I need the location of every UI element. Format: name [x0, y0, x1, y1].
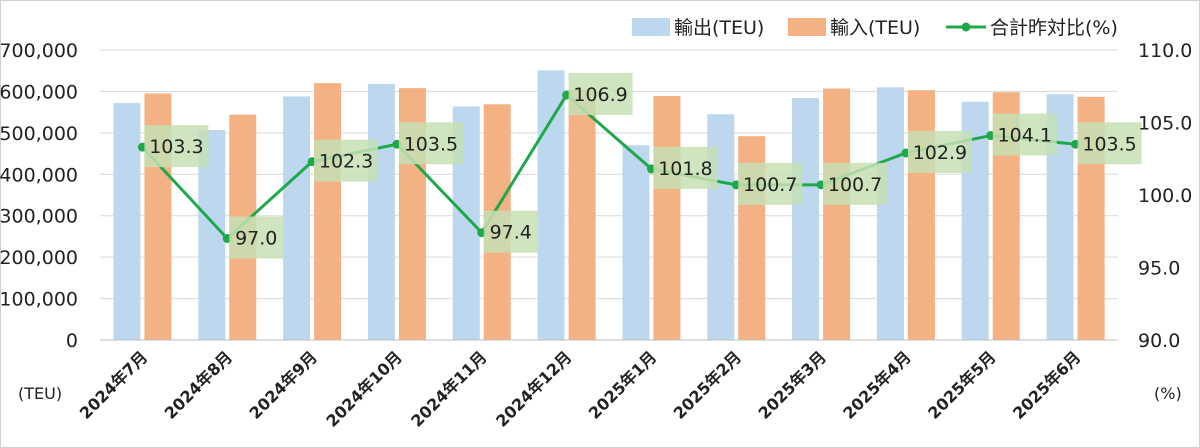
data-label-box — [907, 130, 972, 173]
export-bar — [622, 145, 650, 340]
data-label-box — [314, 139, 379, 182]
y-right-tick-label: 95.0 — [1138, 258, 1180, 280]
y-left-tick-label: 600,000 — [0, 81, 78, 103]
y-left-tick-label: 400,000 — [0, 164, 78, 186]
data-label: 97.0 — [235, 228, 277, 250]
y-left-tick-label: 700,000 — [0, 40, 78, 62]
data-label: 106.9 — [573, 84, 627, 106]
export-bar — [367, 83, 395, 340]
legend: 輸出(TEU) 輸入(TEU) 合計昨対比(%) — [632, 17, 1118, 39]
y-left-tick-label: 300,000 — [0, 206, 78, 228]
y-left-tick-label: 200,000 — [0, 247, 78, 269]
data-label: 102.3 — [319, 151, 373, 173]
import-bar — [568, 89, 596, 341]
export-bar — [792, 98, 820, 340]
data-label: 103.3 — [149, 136, 203, 158]
data-label-box — [823, 162, 888, 205]
data-label: 100.7 — [828, 174, 882, 196]
legend-label-import: 輸入(TEU) — [830, 17, 920, 39]
legend-label-ratio: 合計昨対比(%) — [990, 17, 1118, 39]
data-label: 100.7 — [743, 174, 797, 196]
data-label-box — [738, 162, 803, 205]
y-right-tick-label: 100.0 — [1138, 185, 1192, 207]
y-left-unit-label: (TEU) — [18, 384, 62, 403]
export-bar — [113, 103, 141, 341]
export-bar — [283, 96, 311, 341]
data-label-box — [483, 210, 538, 253]
y-right-unit-label: (%) — [1154, 384, 1182, 403]
data-label-box — [398, 122, 463, 165]
import-bar — [823, 88, 851, 341]
y-left-tick-label: 100,000 — [0, 289, 78, 311]
data-label-box — [653, 146, 718, 189]
y-right-tick-label: 110.0 — [1138, 40, 1192, 62]
data-label: 101.8 — [658, 158, 712, 180]
data-label: 97.4 — [490, 222, 532, 244]
data-label: 103.5 — [1082, 133, 1136, 155]
legend-label-export: 輸出(TEU) — [674, 17, 764, 39]
data-label: 102.9 — [913, 142, 967, 164]
data-label: 104.1 — [998, 125, 1052, 147]
legend-marker-ratio — [961, 22, 971, 32]
y-right-tick-label: 90.0 — [1138, 330, 1180, 352]
data-label-box — [568, 72, 633, 115]
import-bar — [653, 95, 681, 340]
data-label-box — [144, 125, 209, 168]
y-left-tick-label: 0 — [66, 330, 78, 352]
legend-swatch-export — [632, 18, 670, 36]
data-label-box — [992, 113, 1057, 156]
import-bar — [314, 83, 342, 341]
data-label-box — [1077, 122, 1142, 165]
data-label: 103.5 — [404, 133, 458, 155]
legend-swatch-import — [788, 18, 826, 36]
export-bar — [876, 87, 904, 341]
import-bar — [907, 90, 935, 340]
data-label-box — [229, 216, 284, 259]
export-bar — [537, 70, 565, 341]
y-left-tick-label: 500,000 — [0, 123, 78, 145]
y-right-tick-label: 105.0 — [1138, 113, 1192, 135]
data-labels: 103.3 97.0 102.3 103.5 97.4 106.9 101.8 100.7 10… — [144, 72, 1142, 259]
